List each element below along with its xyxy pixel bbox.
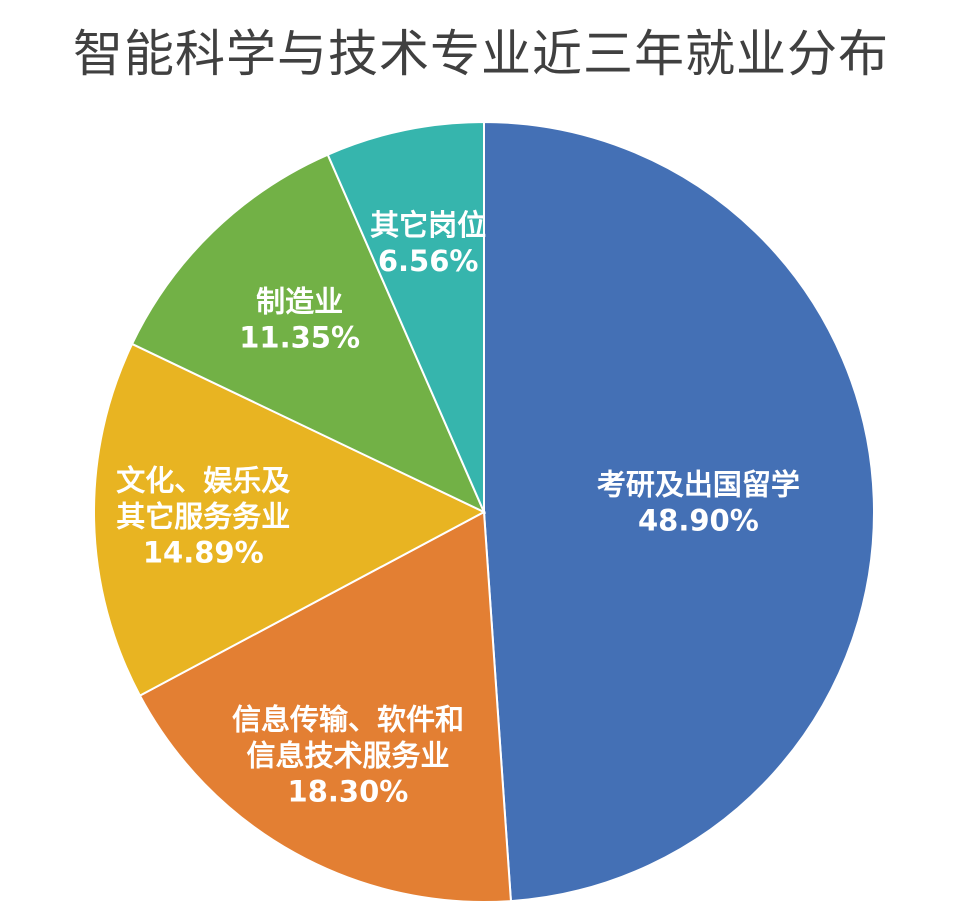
- slice-value-label: 14.89%: [143, 535, 264, 569]
- pie-slice: [138, 510, 512, 903]
- slice-category-label: 其它岗位: [370, 208, 486, 242]
- pie-slice: [326, 120, 485, 513]
- pie-slice: [130, 153, 486, 515]
- slice-category-label: 文化、娱乐及: [116, 463, 290, 497]
- pie-slice: [483, 120, 875, 903]
- slice-value-label: 18.30%: [288, 775, 409, 809]
- slice-category-label: 其它服务务业: [116, 499, 290, 533]
- slice-value-label: 48.90%: [638, 504, 759, 538]
- slice-category-label: 考研及出国留学: [597, 468, 800, 502]
- pie-slices: [93, 120, 875, 903]
- slice-value-label: 11.35%: [239, 320, 360, 354]
- pie-slice: [93, 342, 487, 697]
- slice-category-label: 信息技术服务业: [246, 739, 449, 773]
- slice-category-label: 制造业: [256, 284, 343, 318]
- slice-category-label: 信息传输、软件和: [232, 703, 464, 737]
- chart-title: 智能科学与技术专业近三年就业分布: [73, 25, 889, 83]
- slice-value-label: 6.56%: [378, 244, 479, 278]
